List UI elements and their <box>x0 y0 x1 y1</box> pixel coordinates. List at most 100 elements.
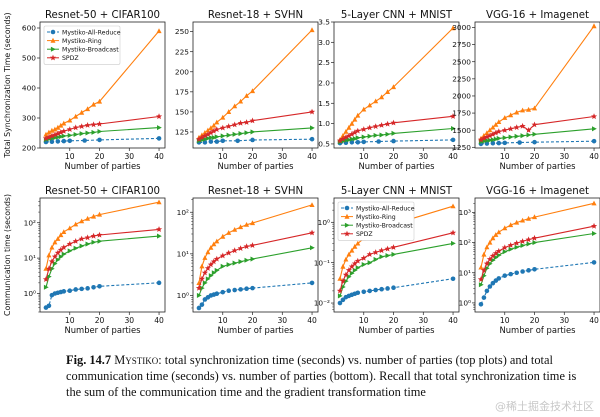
data-point <box>202 280 208 286</box>
data-point <box>352 267 358 273</box>
x-tick-label: 20 <box>389 152 399 161</box>
data-point <box>214 119 220 125</box>
series-mystiko-broadcast <box>196 245 315 298</box>
data-point <box>79 109 85 115</box>
data-point <box>348 263 355 270</box>
data-point <box>244 286 249 292</box>
x-axis-label: Number of parties <box>499 325 575 335</box>
data-point <box>57 129 64 135</box>
data-point <box>61 120 67 126</box>
data-point <box>478 264 484 270</box>
y-tick-label: 1250 <box>452 143 471 152</box>
data-point <box>97 283 102 289</box>
data-point <box>226 262 232 268</box>
x-tick-label: 30 <box>559 152 569 161</box>
x-axis-label: Number of parties <box>64 161 140 171</box>
data-point <box>198 134 205 141</box>
y-tick-label: 1.5 <box>318 99 330 108</box>
data-point <box>90 121 97 128</box>
data-point <box>490 137 496 143</box>
chart-1: Resnet-50 + CIFAR100 10 20 30 40 Number of pa… <box>3 10 166 171</box>
data-point <box>391 130 397 136</box>
data-point <box>483 260 490 267</box>
chart-title: VGG-16 + Imagenet <box>486 10 589 21</box>
chart-title: Resnet-50 + CIFAR100 <box>45 10 160 21</box>
data-point <box>349 120 355 126</box>
data-point <box>481 251 487 257</box>
legend-marker <box>50 37 56 43</box>
y-tick-label: 10¹ <box>459 268 471 277</box>
data-point <box>208 245 214 250</box>
data-point <box>220 133 226 139</box>
y-tick-label: 300 <box>22 114 36 123</box>
data-point <box>232 260 238 266</box>
series-line <box>45 201 160 269</box>
series-mystiko-broadcast <box>43 233 162 290</box>
data-point <box>346 251 352 257</box>
data-point <box>520 243 526 248</box>
data-point <box>450 113 457 119</box>
data-point <box>355 140 361 145</box>
data-point <box>67 132 73 138</box>
data-point <box>220 263 226 269</box>
data-point <box>484 130 490 135</box>
x-tick-label: 40 <box>448 152 458 161</box>
data-point <box>390 244 397 250</box>
data-point <box>390 119 397 126</box>
plot-frame <box>192 197 319 313</box>
data-point <box>309 229 316 236</box>
data-point <box>481 295 487 300</box>
data-point <box>85 286 90 291</box>
data-point <box>250 137 255 143</box>
data-point <box>243 119 250 125</box>
chart-title: 5-Layer CNN + MNIST <box>341 186 453 197</box>
data-point <box>337 293 343 299</box>
y-tick-label: 1750 <box>452 109 471 118</box>
x-tick-label: 40 <box>307 316 317 325</box>
data-point <box>513 239 520 246</box>
data-point <box>61 133 67 139</box>
series-mystiko-ring <box>478 23 597 141</box>
data-point <box>205 249 211 255</box>
data-point <box>61 229 67 234</box>
data-point <box>213 255 220 262</box>
data-point <box>156 280 162 286</box>
data-point <box>73 132 79 137</box>
data-point <box>157 125 162 131</box>
series-spdz <box>336 113 457 144</box>
data-point <box>46 274 52 280</box>
data-point <box>343 278 349 284</box>
data-point <box>156 28 162 34</box>
x-tick-label: 20 <box>248 316 258 325</box>
data-point <box>496 135 502 141</box>
plot-frame <box>39 21 166 149</box>
series-spdz <box>477 222 598 282</box>
data-point <box>46 252 52 258</box>
data-point <box>361 106 367 112</box>
data-point <box>73 287 79 292</box>
y-tick-label: 2500 <box>452 57 471 66</box>
data-point <box>48 132 55 139</box>
data-point <box>354 127 361 134</box>
data-point <box>373 256 379 262</box>
y-tick-label: 10⁰ <box>318 218 330 227</box>
data-point <box>226 288 232 294</box>
data-point <box>91 101 97 107</box>
data-point <box>508 271 514 277</box>
data-point <box>496 276 502 281</box>
data-point <box>360 254 367 261</box>
y-tick-label: 10⁻¹ <box>314 258 330 267</box>
figure-caption: Fig. 14.7 Mystiko: total synchronization… <box>66 352 590 400</box>
data-point <box>42 135 49 141</box>
data-point <box>51 253 58 260</box>
data-point <box>97 211 103 217</box>
x-axis-label: Number of parties <box>217 325 293 335</box>
data-point <box>91 213 97 219</box>
series-line <box>45 282 160 309</box>
data-point <box>219 252 226 259</box>
legend-box <box>337 201 415 241</box>
data-point <box>531 234 538 241</box>
data-point <box>532 267 537 272</box>
data-point <box>235 138 240 144</box>
data-point <box>496 252 502 258</box>
